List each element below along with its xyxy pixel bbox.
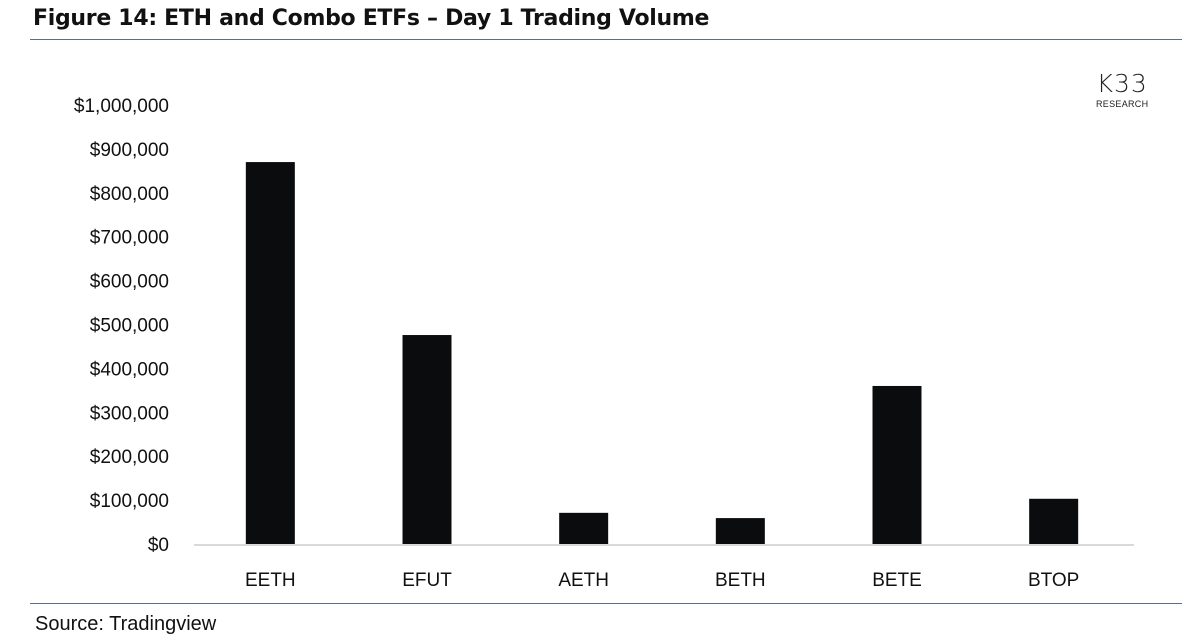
y-tick-label: $400,000 [90,359,169,380]
y-tick-label: $800,000 [90,184,169,205]
y-tick-label: $600,000 [90,272,169,293]
bar-bete [872,385,922,544]
y-tick-label: $100,000 [90,491,169,512]
y-tick-label: $0 [148,535,169,556]
y-tick-label: $1,000,000 [74,96,169,117]
x-tick-label: BTOP [1028,570,1079,591]
logo-subtext: RESEARCH [1096,99,1149,109]
x-tick-label: BETH [715,570,766,591]
title-divider [30,39,1182,40]
source-note: Source: Tradingview [35,613,217,635]
k33-research-logo: K33 RESEARCH [1096,70,1148,110]
y-tick-label: $700,000 [90,228,169,249]
chart-title: Figure 14: ETH and Combo ETFs – Day 1 Tr… [33,6,710,31]
y-tick-label: $500,000 [90,316,169,337]
x-tick-label: AETH [558,570,609,591]
y-tick-label: $300,000 [90,403,169,424]
y-tick-label: $200,000 [90,447,169,468]
x-tick-label: EETH [245,570,296,591]
bar-efut [402,335,452,544]
bar-eeth [245,162,295,544]
y-tick-label: $900,000 [90,140,169,161]
bar-beth [715,518,765,544]
bar-aeth [559,512,609,544]
logo-mark: K33 [1096,69,1148,98]
bar-btop [1029,498,1079,544]
x-tick-label: EFUT [402,570,452,591]
source-divider [30,603,1182,604]
x-tick-label: BETE [872,570,922,591]
